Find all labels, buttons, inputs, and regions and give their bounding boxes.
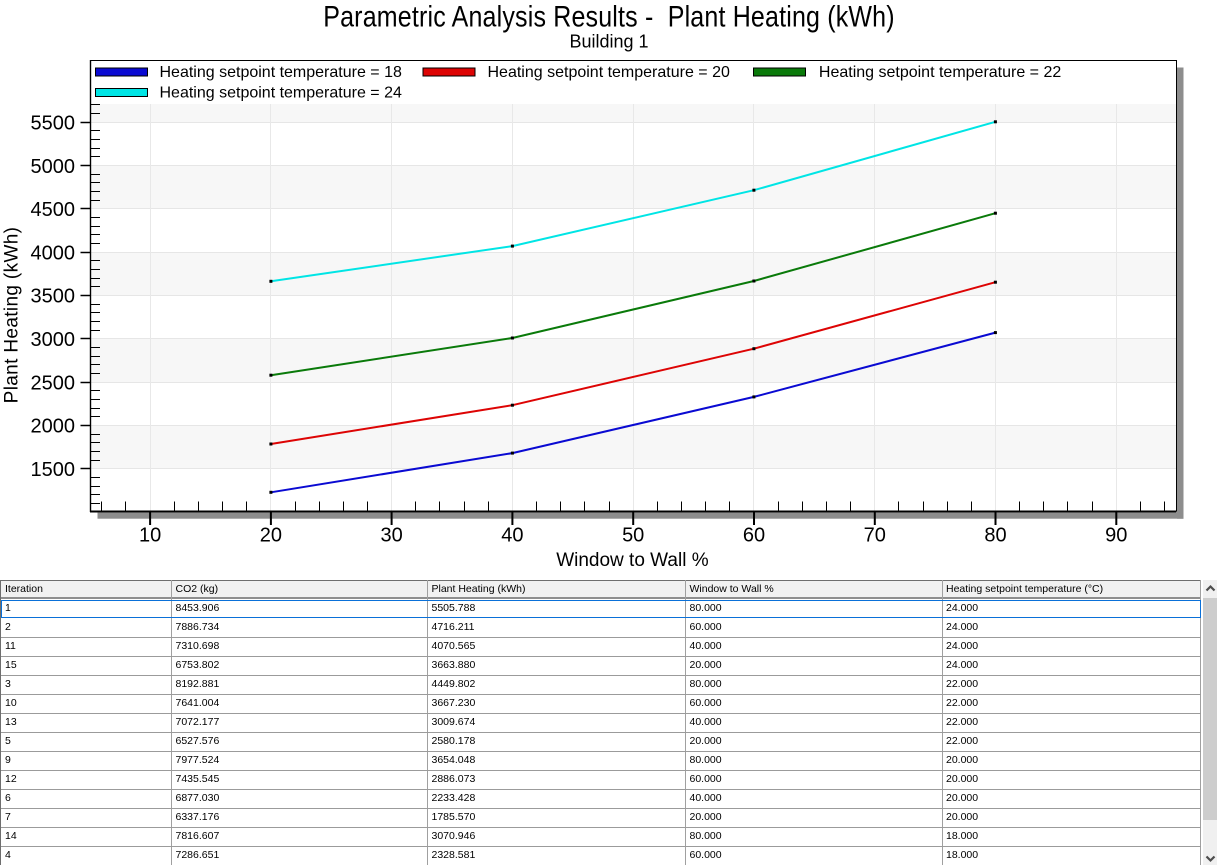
svg-text:4500: 4500 bbox=[31, 199, 76, 221]
svg-text:60: 60 bbox=[743, 524, 765, 546]
svg-text:Parametric Analysis Results -: Parametric Analysis Results - Plant Heat… bbox=[323, 0, 894, 33]
svg-text:Heating setpoint temperature =: Heating setpoint temperature = 24 bbox=[160, 85, 402, 102]
svg-text:2500: 2500 bbox=[31, 372, 76, 394]
svg-text:Heating setpoint temperature =: Heating setpoint temperature = 18 bbox=[160, 64, 402, 81]
svg-text:5000: 5000 bbox=[31, 156, 76, 178]
svg-text:Plant Heating (kWh): Plant Heating (kWh) bbox=[2, 227, 23, 404]
svg-text:50: 50 bbox=[622, 524, 644, 546]
svg-text:30: 30 bbox=[381, 524, 403, 546]
svg-text:40: 40 bbox=[501, 524, 523, 546]
svg-text:4000: 4000 bbox=[31, 242, 76, 264]
svg-text:3500: 3500 bbox=[31, 286, 76, 308]
svg-text:70: 70 bbox=[864, 524, 886, 546]
svg-text:3000: 3000 bbox=[31, 329, 76, 351]
svg-text:90: 90 bbox=[1105, 524, 1127, 546]
svg-text:5500: 5500 bbox=[31, 113, 76, 135]
svg-text:Window to Wall %: Window to Wall % bbox=[556, 550, 708, 571]
svg-text:10: 10 bbox=[139, 524, 161, 546]
svg-text:1500: 1500 bbox=[31, 459, 76, 481]
svg-text:20: 20 bbox=[260, 524, 282, 546]
svg-text:Building 1: Building 1 bbox=[569, 32, 648, 52]
svg-text:2000: 2000 bbox=[31, 416, 76, 438]
svg-text:Heating setpoint temperature =: Heating setpoint temperature = 20 bbox=[488, 64, 730, 81]
svg-text:80: 80 bbox=[984, 524, 1006, 546]
svg-text:Heating setpoint temperature =: Heating setpoint temperature = 22 bbox=[819, 64, 1061, 81]
